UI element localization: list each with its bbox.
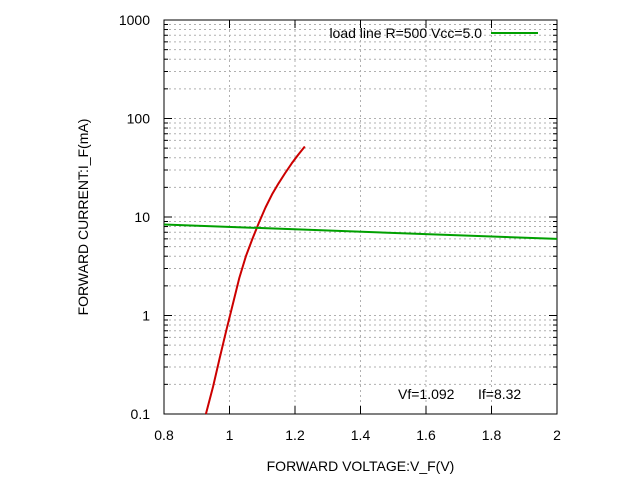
x-tick-label: 1.6 <box>416 427 436 443</box>
series-group <box>163 145 558 415</box>
y-tick-label: 100 <box>127 111 151 127</box>
x-axis-title: FORWARD VOLTAGE:V_F(V) <box>267 458 455 474</box>
x-tick-label: 1.4 <box>351 427 371 443</box>
x-tick-label: 1 <box>226 427 234 443</box>
x-tick-label: 2 <box>553 427 561 443</box>
annotation-vf: Vf=1.092 <box>398 386 455 402</box>
annotation-if: If=8.32 <box>478 386 521 402</box>
x-tick-label: 1.8 <box>482 427 502 443</box>
y-tick-label: 1 <box>142 308 150 324</box>
legend: load line R=500 Vcc=5.0 <box>329 25 538 41</box>
tick-labels: 0.8 1 1.2 1.4 1.6 1.8 2 0.1 1 10 100 1000 <box>119 12 561 443</box>
x-tick-label: 1.2 <box>285 427 305 443</box>
y-tick-label: 1000 <box>119 12 150 28</box>
diode-curve <box>204 145 306 415</box>
grid <box>164 20 557 414</box>
x-tick-label: 0.8 <box>154 427 174 443</box>
y-tick-label: 10 <box>134 209 150 225</box>
legend-label: load line R=500 Vcc=5.0 <box>329 25 482 41</box>
load-line <box>163 223 558 240</box>
y-tick-label: 0.1 <box>131 406 151 422</box>
y-axis-title: FORWARD CURRENT:I_F(mA) <box>75 119 91 316</box>
axis-ticks <box>163 19 558 415</box>
